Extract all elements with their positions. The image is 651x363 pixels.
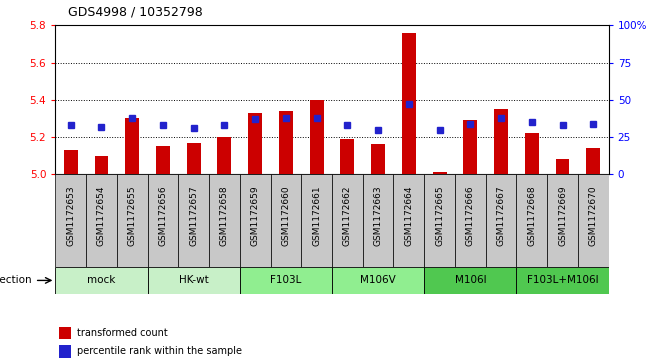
Bar — [125, 118, 139, 174]
Bar — [393, 174, 424, 267]
Bar — [332, 174, 363, 267]
Bar — [486, 174, 516, 267]
Text: M106V: M106V — [360, 276, 396, 285]
Bar — [178, 174, 209, 267]
Text: GSM1172658: GSM1172658 — [220, 185, 229, 246]
Bar — [86, 174, 117, 267]
Bar — [301, 174, 332, 267]
Bar — [433, 172, 447, 174]
Bar — [156, 146, 170, 174]
Text: GDS4998 / 10352798: GDS4998 / 10352798 — [68, 5, 203, 18]
Text: GSM1172661: GSM1172661 — [312, 185, 321, 246]
Bar — [424, 174, 455, 267]
Bar — [55, 267, 148, 294]
Text: transformed count: transformed count — [77, 328, 167, 338]
Bar — [94, 156, 108, 174]
Bar — [455, 174, 486, 267]
Bar — [424, 267, 516, 294]
Bar — [340, 139, 354, 174]
Bar — [516, 174, 547, 267]
Text: infection: infection — [0, 276, 32, 285]
Text: GSM1172667: GSM1172667 — [497, 185, 506, 246]
Bar — [516, 267, 609, 294]
Text: HK-wt: HK-wt — [179, 276, 208, 285]
Text: GSM1172659: GSM1172659 — [251, 185, 260, 246]
Bar — [494, 109, 508, 174]
Text: GSM1172665: GSM1172665 — [435, 185, 444, 246]
Text: GSM1172669: GSM1172669 — [558, 185, 567, 246]
Text: M106I: M106I — [454, 276, 486, 285]
Bar — [402, 33, 416, 174]
Bar — [209, 174, 240, 267]
Bar — [248, 113, 262, 174]
Bar — [148, 174, 178, 267]
Text: GSM1172660: GSM1172660 — [281, 185, 290, 246]
Text: percentile rank within the sample: percentile rank within the sample — [77, 346, 242, 356]
Text: GSM1172654: GSM1172654 — [97, 185, 106, 246]
Bar — [332, 267, 424, 294]
Text: GSM1172668: GSM1172668 — [527, 185, 536, 246]
Bar — [59, 345, 71, 358]
Bar — [217, 137, 231, 174]
Text: GSM1172655: GSM1172655 — [128, 185, 137, 246]
Bar — [587, 148, 600, 174]
Bar — [464, 120, 477, 174]
Bar — [556, 159, 570, 174]
Bar — [187, 143, 201, 174]
Bar — [64, 150, 77, 174]
Text: F103L: F103L — [270, 276, 301, 285]
Bar — [55, 174, 86, 267]
Bar — [525, 133, 539, 174]
Text: GSM1172670: GSM1172670 — [589, 185, 598, 246]
Text: GSM1172657: GSM1172657 — [189, 185, 198, 246]
Bar — [363, 174, 393, 267]
Bar — [240, 174, 271, 267]
Bar — [279, 111, 293, 174]
Text: GSM1172662: GSM1172662 — [343, 185, 352, 246]
Text: GSM1172666: GSM1172666 — [466, 185, 475, 246]
Text: GSM1172656: GSM1172656 — [158, 185, 167, 246]
Text: GSM1172664: GSM1172664 — [404, 185, 413, 246]
Bar — [271, 174, 301, 267]
Bar — [117, 174, 148, 267]
Text: mock: mock — [87, 276, 116, 285]
Bar — [547, 174, 578, 267]
Text: F103L+M106I: F103L+M106I — [527, 276, 598, 285]
Bar — [578, 174, 609, 267]
Bar — [371, 144, 385, 174]
Bar — [310, 100, 324, 174]
Text: GSM1172663: GSM1172663 — [374, 185, 383, 246]
Bar — [240, 267, 332, 294]
Text: GSM1172653: GSM1172653 — [66, 185, 76, 246]
Bar — [148, 267, 240, 294]
Bar — [59, 327, 71, 339]
